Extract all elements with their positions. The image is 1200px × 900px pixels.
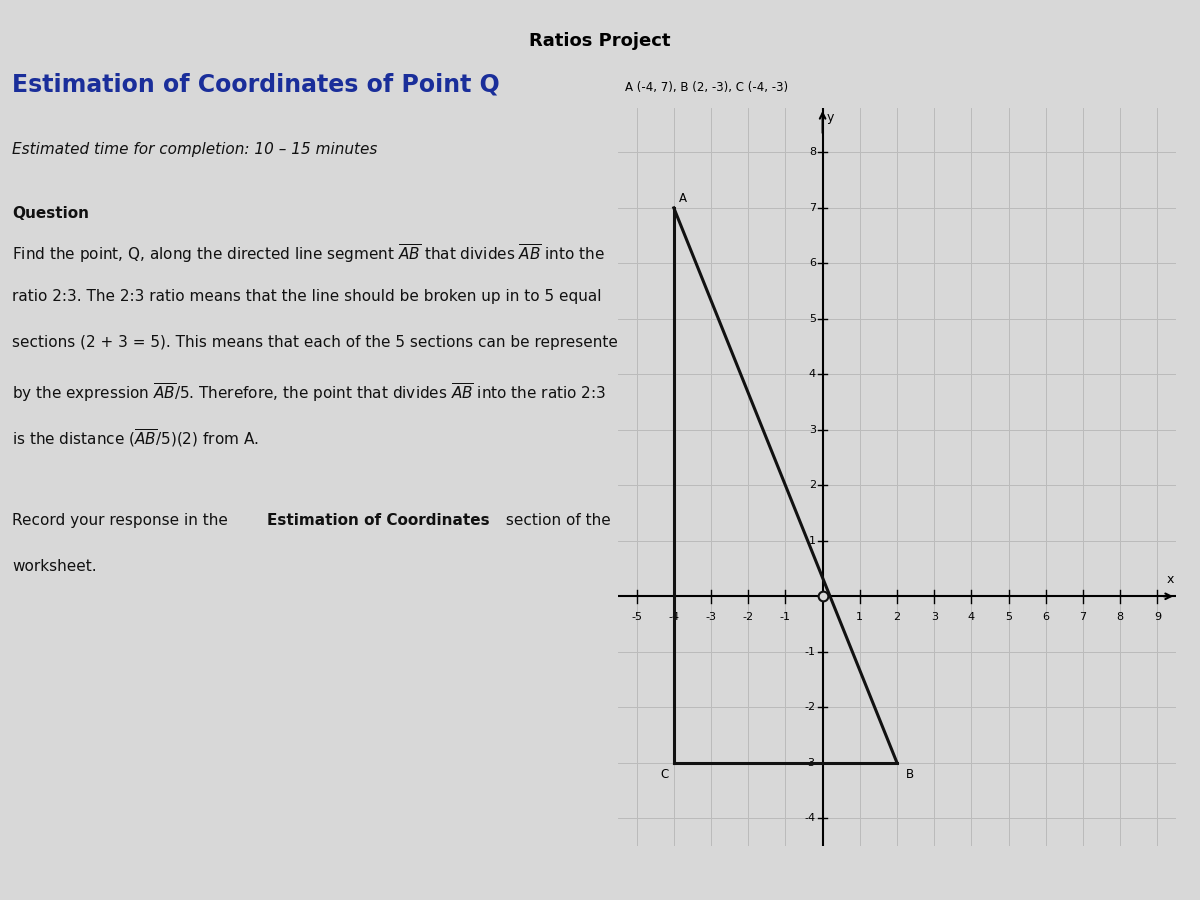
Text: A (-4, 7), B (2, -3), C (-4, -3): A (-4, 7), B (2, -3), C (-4, -3): [625, 81, 788, 94]
Text: worksheet.: worksheet.: [12, 559, 97, 574]
Text: 9: 9: [1154, 612, 1160, 622]
Text: Record your response in the: Record your response in the: [12, 513, 233, 527]
Text: Find the point, Q, along the directed line segment $\overline{AB}$ that divides : Find the point, Q, along the directed li…: [12, 242, 605, 265]
Text: -3: -3: [805, 758, 816, 768]
Text: A: A: [679, 192, 688, 205]
Text: -4: -4: [805, 814, 816, 824]
Text: 5: 5: [809, 314, 816, 324]
Text: 8: 8: [1117, 612, 1123, 622]
Text: is the distance ($\overline{AB}$/5)(2) from A.: is the distance ($\overline{AB}$/5)(2) f…: [12, 428, 259, 449]
Text: 7: 7: [1080, 612, 1086, 622]
Text: 1: 1: [857, 612, 863, 622]
Text: -2: -2: [805, 702, 816, 712]
Text: 4: 4: [809, 369, 816, 379]
Text: Estimated time for completion: 10 – 15 minutes: Estimated time for completion: 10 – 15 m…: [12, 142, 377, 157]
Text: x: x: [1166, 573, 1174, 586]
Text: Estimation of Coordinates of Point Q: Estimation of Coordinates of Point Q: [12, 72, 499, 96]
Text: B: B: [906, 769, 914, 781]
Text: 3: 3: [931, 612, 937, 622]
Text: ratio 2:3. The 2:3 ratio means that the line should be broken up in to 5 equal: ratio 2:3. The 2:3 ratio means that the …: [12, 289, 601, 303]
Text: 8: 8: [809, 148, 816, 157]
Text: 3: 3: [809, 425, 816, 435]
Text: 4: 4: [968, 612, 974, 622]
Text: Estimation of Coordinates: Estimation of Coordinates: [266, 513, 490, 527]
Text: -4: -4: [668, 612, 679, 622]
Text: 1: 1: [809, 536, 816, 545]
Text: 7: 7: [809, 202, 816, 213]
Text: -1: -1: [780, 612, 791, 622]
Text: 2: 2: [809, 481, 816, 491]
Text: 2: 2: [894, 612, 900, 622]
Text: sections (2 + 3 = 5). This means that each of the 5 sections can be represented: sections (2 + 3 = 5). This means that ea…: [12, 335, 628, 350]
Text: y: y: [827, 111, 834, 124]
Text: -1: -1: [805, 647, 816, 657]
Text: by the expression $\overline{AB}$/5. Therefore, the point that divides $\overlin: by the expression $\overline{AB}$/5. The…: [12, 381, 606, 404]
Text: 6: 6: [1043, 612, 1049, 622]
Text: -2: -2: [743, 612, 754, 622]
Text: section of the: section of the: [266, 513, 611, 527]
Text: 6: 6: [809, 258, 816, 268]
Text: Ratios Project: Ratios Project: [529, 32, 671, 50]
Text: -5: -5: [631, 612, 642, 622]
Text: C: C: [660, 769, 668, 781]
Text: 5: 5: [1006, 612, 1012, 622]
Text: Question: Question: [12, 206, 89, 220]
Text: -3: -3: [706, 612, 716, 622]
